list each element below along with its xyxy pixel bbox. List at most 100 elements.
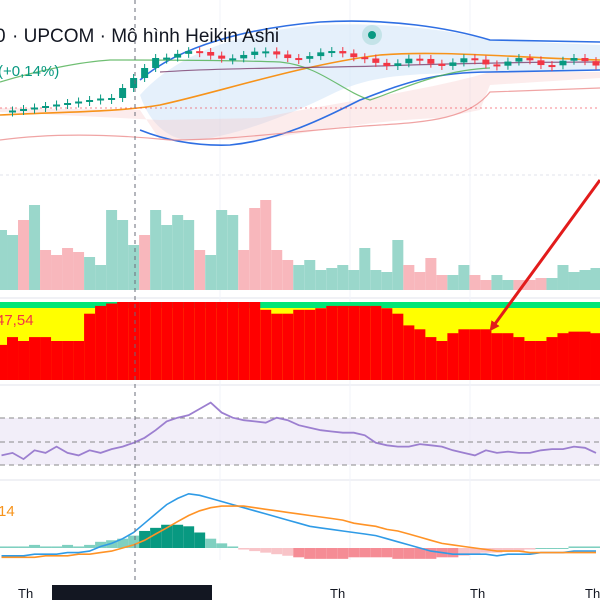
- volume-bar: [491, 275, 503, 290]
- macd-histogram-bar: [29, 544, 41, 548]
- strength-green-band: [0, 302, 600, 308]
- volume-bar: [62, 248, 74, 290]
- strength-bar: [590, 333, 600, 380]
- volume-bar: [29, 205, 41, 290]
- strength-bar: [425, 337, 437, 380]
- volume-bar: [172, 215, 184, 290]
- macd-histogram-bar: [161, 524, 173, 548]
- macd-histogram-bar: [403, 548, 415, 559]
- candle-body: [207, 51, 215, 56]
- candle-body: [64, 103, 72, 105]
- candle-body: [405, 58, 413, 64]
- strength-bar: [381, 308, 393, 380]
- volume-bar: [194, 250, 206, 290]
- strength-bar: [183, 302, 195, 380]
- candle-body: [328, 51, 336, 54]
- volume-bar: [315, 270, 327, 290]
- volume-bar: [480, 280, 492, 290]
- header-prefix-fragment: 0: [0, 26, 6, 47]
- candle-body: [416, 58, 424, 61]
- chart-title: · UPCOM · Mô hình Heikin Ashi: [12, 26, 279, 47]
- macd-histogram-bar: [447, 548, 459, 558]
- macd-histogram-bar: [183, 526, 195, 548]
- volume-bar: [95, 265, 107, 290]
- candle-body: [152, 58, 160, 68]
- volume-bar: [359, 248, 371, 290]
- candle-body: [218, 55, 226, 59]
- volume-bar: [348, 270, 360, 290]
- strength-bar: [260, 309, 272, 380]
- macd-histogram-bar: [271, 548, 283, 555]
- macd-histogram-bar: [205, 538, 217, 548]
- strength-bar: [172, 302, 184, 380]
- macd-histogram-bar: [315, 548, 327, 559]
- strength-bar: [40, 337, 52, 380]
- candle-body: [394, 63, 402, 66]
- candle-body: [559, 60, 567, 66]
- macd-histogram-bar: [0, 546, 8, 548]
- candle-body: [20, 109, 28, 111]
- strength-bar: [447, 333, 459, 380]
- strength-bar: [304, 309, 316, 380]
- macd-value-label: 14: [0, 503, 15, 520]
- candle-body: [449, 62, 457, 66]
- strength-bar: [502, 333, 514, 380]
- volume-bar: [282, 260, 294, 290]
- volume-bar: [337, 265, 349, 290]
- macd-histogram-bar: [557, 548, 569, 549]
- volume-bar: [18, 220, 30, 290]
- volume-bar: [590, 268, 600, 290]
- strength-bar: [403, 325, 415, 380]
- strength-bar: [161, 302, 173, 380]
- strength-bar: [117, 302, 129, 380]
- macd-histogram-bar: [458, 548, 470, 556]
- volume-bar: [216, 210, 228, 290]
- candle-body: [537, 60, 545, 66]
- macd-histogram-bar: [238, 548, 250, 550]
- volume-bar: [370, 270, 382, 290]
- candle-body: [482, 59, 490, 65]
- strength-bar: [491, 333, 503, 380]
- macd-histogram-bar: [381, 548, 393, 558]
- macd-histogram-bar: [425, 548, 437, 559]
- volume-bar: [106, 210, 118, 290]
- macd-histogram-bar: [172, 524, 184, 548]
- annotation-arrow[interactable]: [489, 179, 600, 332]
- macd-histogram-bar: [51, 546, 63, 548]
- candle-body: [306, 56, 314, 59]
- macd-histogram-bar: [392, 548, 404, 559]
- macd-histogram-bar: [7, 546, 19, 548]
- macd-histogram-bar: [590, 546, 600, 548]
- macd-histogram-bar: [469, 548, 481, 555]
- axis-label-2: Th: [330, 586, 345, 600]
- volume-bar: [535, 278, 547, 290]
- volume-bar: [392, 240, 404, 290]
- candle-body: [9, 110, 17, 113]
- strength-bar: [227, 302, 239, 380]
- crosshair-time-badge: [52, 585, 212, 600]
- candle-body: [53, 104, 61, 107]
- macd-histogram-bar: [282, 548, 294, 556]
- macd-histogram-bar: [304, 548, 316, 559]
- strength-bar: [315, 308, 327, 380]
- volume-bar: [161, 225, 173, 290]
- volume-bar: [7, 235, 19, 290]
- candle-body: [284, 54, 292, 59]
- strength-bar: [469, 329, 481, 380]
- candle-body: [515, 58, 523, 62]
- volume-bar: [458, 265, 470, 290]
- strength-bar: [535, 341, 547, 380]
- candle-body: [317, 52, 325, 57]
- candle-body: [581, 58, 589, 62]
- macd-histogram-bar: [260, 548, 272, 553]
- macd-histogram-bar: [535, 548, 547, 549]
- macd-histogram-bar: [370, 548, 382, 558]
- strength-bar: [238, 302, 250, 380]
- strength-bar: [348, 305, 360, 380]
- strength-bar: [216, 302, 228, 380]
- strength-bar: [249, 302, 261, 380]
- strength-bar: [7, 337, 19, 380]
- bollinger-lower: [139, 69, 600, 146]
- candle-body: [350, 53, 358, 58]
